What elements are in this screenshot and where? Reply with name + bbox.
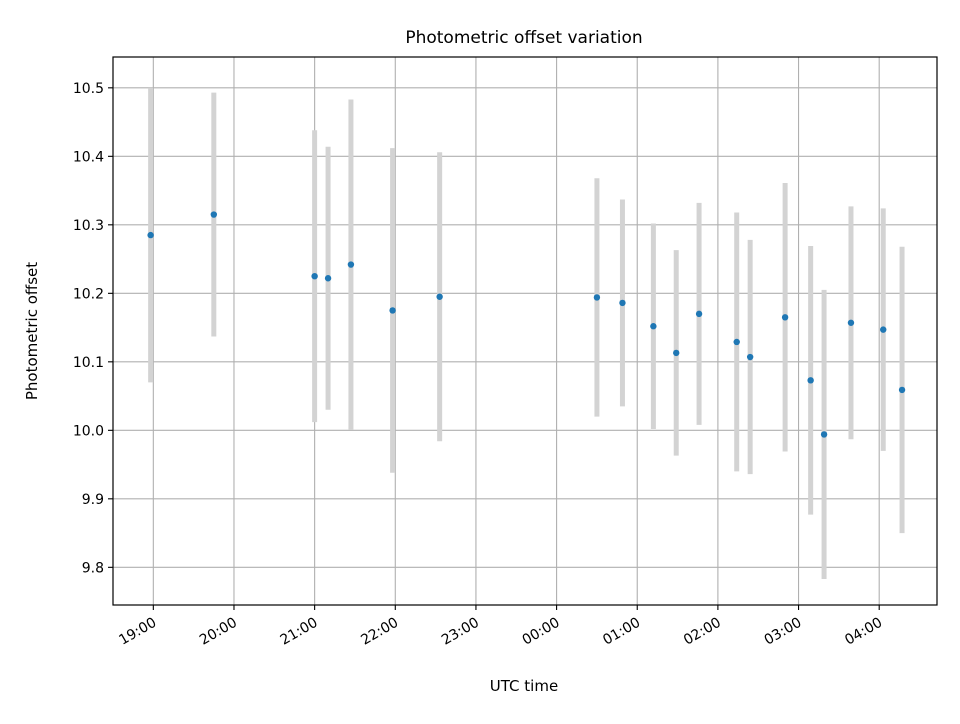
data-point — [347, 261, 355, 268]
y-tick-label: 9.9 — [82, 492, 104, 508]
y-tick-label: 10.5 — [73, 81, 104, 97]
x-axis-label: UTC time — [490, 677, 558, 695]
data-point — [781, 314, 789, 321]
data-point — [311, 273, 318, 280]
data-point — [593, 294, 601, 301]
data-point — [820, 431, 828, 438]
data-point — [847, 319, 855, 326]
data-point — [436, 293, 443, 300]
y-tick-label: 10.1 — [73, 355, 104, 371]
grid-layer — [113, 57, 937, 605]
y-axis-label: Photometric offset — [23, 262, 41, 400]
y-tick-label: 9.8 — [82, 560, 104, 576]
data-point — [619, 299, 626, 307]
point-layer — [147, 211, 906, 438]
chart-title: Photometric offset variation — [405, 28, 642, 48]
data-point — [147, 231, 154, 239]
data-point — [673, 349, 680, 357]
data-point — [898, 386, 906, 394]
data-point — [210, 211, 218, 218]
y-tick-label: 10.2 — [73, 286, 104, 302]
y-tick-label: 10.0 — [73, 423, 104, 439]
y-tick-label: 10.3 — [73, 218, 104, 234]
data-point — [324, 275, 332, 282]
data-point — [695, 310, 703, 318]
data-point — [733, 338, 740, 346]
plot-frame — [112, 56, 938, 606]
data-point — [807, 377, 814, 384]
data-point — [650, 323, 657, 330]
y-tick-label: 10.4 — [73, 149, 104, 165]
data-point — [389, 307, 396, 314]
data-point — [746, 353, 754, 361]
data-point — [880, 326, 887, 333]
